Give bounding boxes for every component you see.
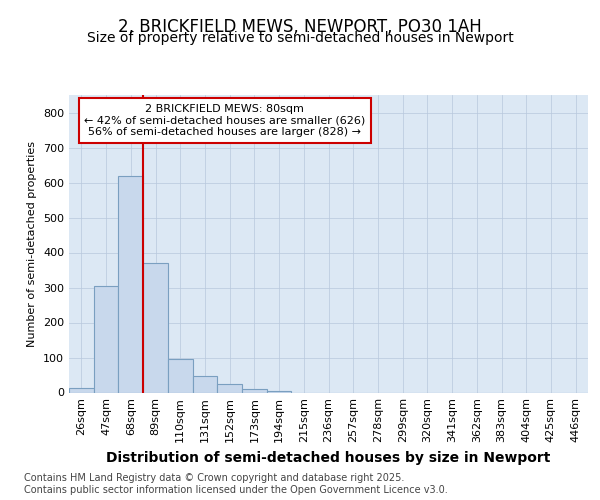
Bar — [69, 388, 94, 392]
Text: 2, BRICKFIELD MEWS, NEWPORT, PO30 1AH: 2, BRICKFIELD MEWS, NEWPORT, PO30 1AH — [118, 18, 482, 36]
Bar — [118, 176, 143, 392]
Text: Contains HM Land Registry data © Crown copyright and database right 2025.
Contai: Contains HM Land Registry data © Crown c… — [24, 474, 448, 495]
Text: Size of property relative to semi-detached houses in Newport: Size of property relative to semi-detach… — [86, 31, 514, 45]
Bar — [143, 263, 168, 392]
Bar — [193, 376, 217, 392]
X-axis label: Distribution of semi-detached houses by size in Newport: Distribution of semi-detached houses by … — [106, 451, 551, 465]
Bar — [267, 391, 292, 392]
Bar — [242, 389, 267, 392]
Bar — [94, 286, 118, 393]
Y-axis label: Number of semi-detached properties: Number of semi-detached properties — [28, 141, 37, 347]
Text: 2 BRICKFIELD MEWS: 80sqm
← 42% of semi-detached houses are smaller (626)
56% of : 2 BRICKFIELD MEWS: 80sqm ← 42% of semi-d… — [84, 104, 365, 137]
Bar — [217, 384, 242, 392]
Bar — [168, 358, 193, 392]
